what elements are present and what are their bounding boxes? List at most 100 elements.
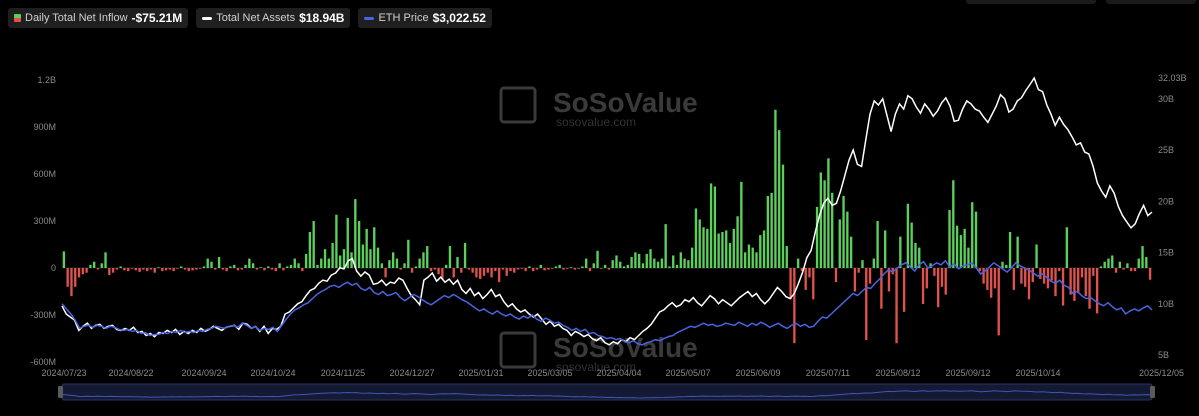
inflow-bar [611,260,614,268]
legend-assets[interactable]: Total Net Assets $18.94B [196,8,351,28]
x-axis-tick: 2025/10/14 [1015,368,1060,378]
inflow-bar [861,260,864,268]
inflow-bar [853,268,857,292]
range-navigator[interactable] [58,383,1155,401]
inflow-bar [96,268,100,270]
x-axis-tick: 2025/01/31 [458,368,503,378]
inflow-bar [1001,261,1004,268]
inflow-bar [717,233,720,268]
inflow-bar [259,267,262,269]
inflow-bar [479,268,482,279]
watermark-logo-icon [499,331,537,369]
inflow-bar [993,268,997,289]
legend-inflow[interactable]: Daily Total Net Inflow -$75.21M [8,8,189,28]
inflow-bar [70,268,73,297]
inflow-bar [225,268,228,272]
inflow-bar [910,222,913,268]
inflow-bar [743,252,747,268]
inflow-bar [376,247,380,268]
inflow-bar [728,242,732,268]
toolbar-button[interactable] [1106,0,1196,4]
inflow-bar [607,268,611,270]
inflow-bar [846,211,849,268]
inflow-bar [145,268,149,272]
inflow-bar [899,236,902,268]
inflow-bar [921,268,925,305]
inflow-bar [111,268,115,273]
inflow-bar [153,268,156,273]
inflow-bar [77,268,81,278]
inflow-bar [369,249,372,268]
x-axis-tick: 2025/12/05 [1139,368,1184,378]
inflow-bar [403,263,406,268]
legend-inflow-value: -$75.21M [131,11,183,25]
x-axis-tick: 2024/10/24 [250,368,295,378]
inflow-bar [486,268,489,273]
inflow-bar [1145,257,1148,268]
inflow-bar [172,268,175,272]
inflow-bar [1039,268,1042,279]
legend-price[interactable]: ETH Price $3,022.52 [358,8,492,28]
inflow-bar [467,268,471,270]
inflow-bar [1005,264,1008,268]
inflow-bar [1012,268,1016,290]
inflow-bar [641,263,645,268]
inflow-bar [130,268,134,269]
inflow-bar [653,258,656,268]
inflow-bar [350,252,353,268]
inflow-bar [535,268,539,270]
inflow-bar [62,251,66,268]
inflow-bar [694,208,698,268]
inflow-bar [301,268,304,272]
inflow-bar [997,268,1000,336]
inflow-bar [706,228,709,268]
inflow-bar [585,258,588,268]
toolbar-button[interactable] [966,0,1096,4]
inflow-bar [668,266,671,268]
inflow-bar [702,227,705,268]
inflow-bar [490,268,493,278]
inflow-bar [588,268,592,272]
inflow-bar [157,267,160,269]
inflow-bar [444,264,448,268]
inflow-bar [289,264,293,268]
inflow-bar [709,183,713,268]
inflow-bar [656,261,660,268]
inflow-bar [1099,266,1103,268]
inflow-bar [176,268,179,269]
inflow-bar [327,258,330,268]
inflow-bar [501,268,505,270]
left-axis-tick: 900M [33,122,56,132]
inflow-bar [986,268,989,290]
inflow-bar [89,264,92,268]
inflow-bar [361,244,365,268]
inflow-bar [1016,236,1019,268]
inflow-bar [547,268,550,270]
inflow-bar [1080,268,1084,278]
inflow-bar [713,186,717,268]
inflow-bar [940,268,944,287]
inflow-bar [312,221,315,268]
inflow-bar [759,235,762,268]
inflow-bar [482,268,486,276]
inflow-bar [683,258,686,268]
inflow-bar [399,268,402,270]
inflow-bar [800,268,804,272]
inflow-bar [388,260,391,268]
inflow-bar [925,268,928,289]
inflow-bar [373,227,376,268]
inflow-bar [929,263,932,268]
inflow-bar [304,253,308,268]
inflow-bar [675,264,679,268]
inflow-bar [119,266,122,268]
inflow-bar [198,268,202,269]
inflow-bar [721,231,724,268]
inflow-bar [426,246,429,268]
inflow-bar [236,268,240,271]
inflow-bar [418,258,421,268]
inflow-bar [168,268,172,270]
inflow-bar [1095,268,1099,314]
inflow-bar [1065,227,1069,268]
watermark-brand: SoSoValue [553,87,698,118]
